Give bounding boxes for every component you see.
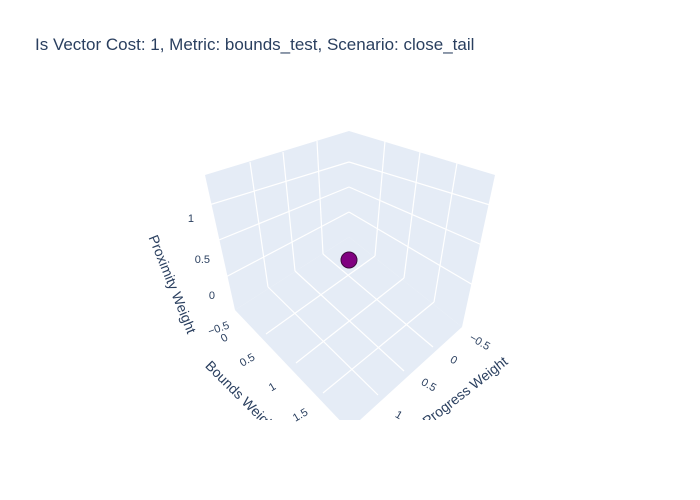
floor-pane <box>235 237 462 420</box>
x-tick: 0 <box>448 354 459 367</box>
x-tick: 0.5 <box>419 376 438 394</box>
x-tick: −0.5 <box>467 332 492 353</box>
y-tick: 0 <box>219 332 230 345</box>
x-tick: 1 <box>393 409 404 422</box>
grid-right-wall <box>348 140 491 303</box>
data-point[interactable] <box>340 251 358 269</box>
y-axis-title: Bounds Weight <box>202 357 280 435</box>
chart-title: Is Vector Cost: 1, Metric: bounds_test, … <box>35 35 474 54</box>
3d-scene[interactable] <box>205 131 495 430</box>
y-tick: 1.5 <box>291 406 310 424</box>
z-tick: 0 <box>209 290 215 302</box>
y-tick: 0.5 <box>238 351 257 369</box>
z-tick: 1 <box>188 213 194 225</box>
z-tick: 0.5 <box>195 254 210 266</box>
back-wall-left <box>205 131 349 310</box>
grid-left-wall <box>208 140 350 288</box>
points-layer <box>340 251 358 269</box>
z-axis-title: Proximity Weight <box>146 233 200 336</box>
back-wall-right <box>349 131 495 327</box>
y-tick: 1 <box>267 381 278 394</box>
y-axis-ticks: 0 0.5 1 1.5 <box>219 332 310 425</box>
grid-floor <box>265 253 435 396</box>
